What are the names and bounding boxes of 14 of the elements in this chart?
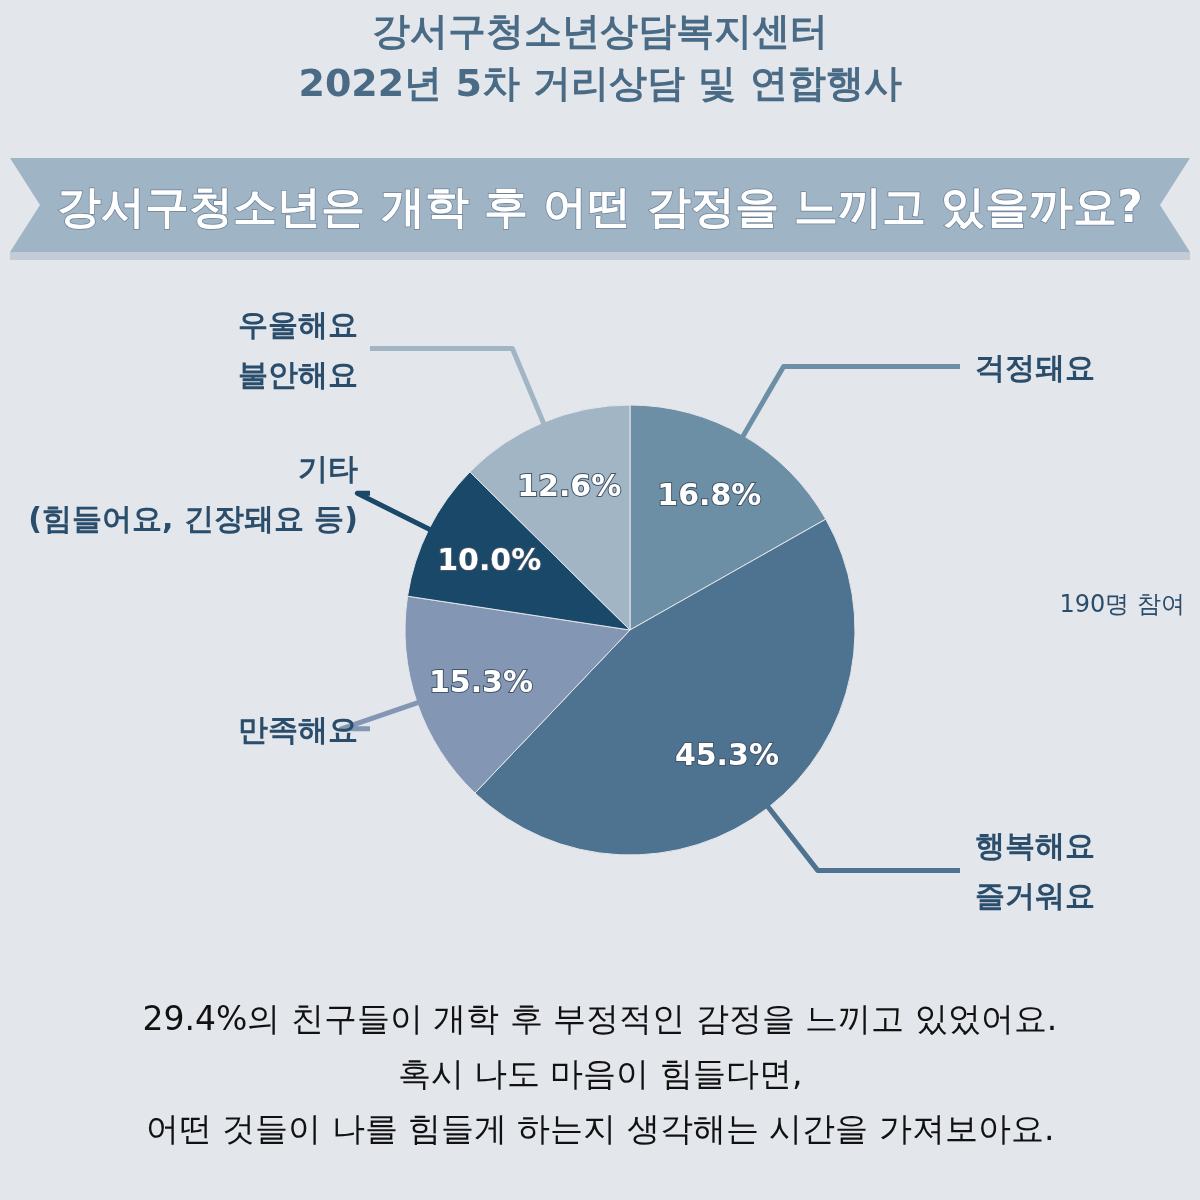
- slice-label: 행복해요 즐거워요: [975, 828, 1095, 914]
- data-label: 10.0%: [437, 542, 542, 578]
- chart-subtitle: 강서구청소년은 개학 후 어떤 감정을 느끼고 있을까요?: [57, 181, 1143, 232]
- data-label: 16.8%: [657, 476, 762, 512]
- text: 29.4%의 친구들이 개학 후 부정적인 감정을 느끼고 있었어요. 혹시 나도 마음이 힘들다면, 어떤 것들이 나를 힘들게 하는지 생각해는 시간을 가져보아요.: [142, 999, 1058, 1148]
- slice-label: 우울해요 불안해요: [238, 306, 358, 392]
- text: 190명 참여: [1059, 590, 1185, 618]
- data-label: 15.3%: [428, 664, 534, 700]
- data-label: 12.6%: [517, 467, 622, 503]
- slice-label: 기타 (힘들어요, 긴장돼요 등): [28, 451, 358, 537]
- slice-label: 만족해요: [238, 711, 358, 747]
- data-label: 45.3%: [674, 737, 779, 773]
- chart-title: 강서구청소년상담복지센터 2022년 5차 거리상담 및 연합행사: [298, 9, 902, 105]
- slice-label: 걱정돼요: [975, 349, 1095, 385]
